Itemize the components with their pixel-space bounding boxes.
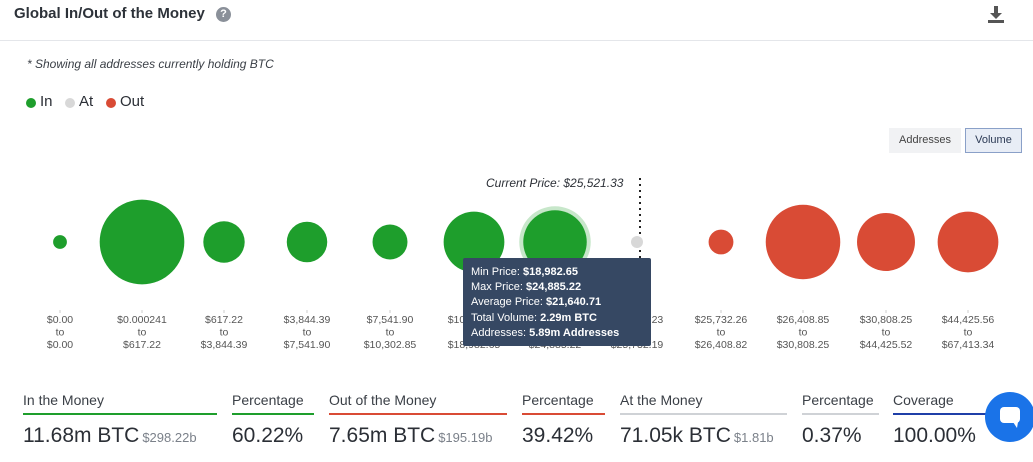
tick-label: $26,408.82 [695, 339, 748, 351]
bubble-in[interactable] [203, 221, 245, 263]
bubble-in[interactable] [372, 224, 408, 260]
stat-label: Out of the Money [329, 392, 507, 415]
tick-label: $0.00 [47, 339, 73, 351]
tick-label-connector: to [303, 327, 312, 339]
tick-label-connector: to [138, 327, 147, 339]
stat-label: Coverage [893, 392, 988, 415]
bubble-out[interactable] [765, 204, 841, 280]
tick-label: $25,732.26 [695, 314, 748, 326]
tick-label: $44,425.52 [860, 339, 913, 351]
tick-label: $30,808.25 [777, 339, 830, 351]
stat-label: Percentage [522, 392, 605, 415]
tick-label-connector: to [964, 327, 973, 339]
page-title: Global In/Out of the Money [14, 5, 205, 22]
tick-label: $44,425.56 [942, 314, 995, 326]
help-icon[interactable]: ? [216, 7, 231, 22]
tick-label: $67,413.34 [942, 339, 995, 351]
stat-coverage: Coverage 100.00% [893, 392, 988, 448]
stat-in-percentage: Percentage 60.22% [232, 392, 314, 448]
tick-label-connector: to [882, 327, 891, 339]
stat-label: Percentage [232, 392, 314, 415]
legend-in-label: In [40, 93, 53, 110]
tick-label: $10,302.85 [364, 339, 417, 351]
tick-label-connector: to [717, 327, 726, 339]
bubble-out[interactable] [857, 213, 915, 271]
addresses-toggle-button[interactable]: Addresses [889, 128, 961, 153]
tick-label: $30,808.25 [860, 314, 913, 326]
bubble-in[interactable] [53, 235, 67, 249]
bubble-out[interactable] [937, 211, 999, 273]
tick-label: $617.22 [205, 314, 243, 326]
tick-label: $617.22 [123, 339, 161, 351]
stat-in-the-money: In the Money 11.68m BTC $298.22b [23, 392, 217, 448]
stat-value: 71.05k BTC $1.81b [620, 424, 774, 447]
tick-label: $3,844.39 [284, 314, 331, 326]
bubble-in[interactable] [286, 221, 328, 263]
stat-at-the-money: At the Money 71.05k BTC $1.81b [620, 392, 787, 448]
stat-label: Percentage [802, 392, 879, 415]
tick-label-connector: to [220, 327, 229, 339]
chat-icon [1000, 407, 1020, 428]
stat-value: 60.22% [232, 424, 304, 447]
tick-label-connector: to [386, 327, 395, 339]
legend-at-dot [65, 98, 75, 108]
legend-out-dot [106, 98, 116, 108]
tick-label: $7,541.90 [284, 339, 331, 351]
current-price-label: Current Price: $25,521.33 [486, 176, 624, 190]
tick-label-connector: to [799, 327, 808, 339]
tooltip-row: Min Price: $18,982.65 [471, 266, 579, 278]
bubble-out[interactable] [708, 229, 734, 255]
widget-header: Global In/Out of the Money ? [0, 0, 1033, 41]
stat-value: 7.65m BTC $195.19b [329, 424, 493, 447]
stat-value: 100.00% [893, 424, 976, 447]
tick-label: $0.000241 [117, 314, 167, 326]
bucket-tooltip: Min Price: $18,982.65 Max Price: $24,885… [463, 258, 651, 346]
tooltip-row: Average Price: $21,640.71 [471, 296, 602, 309]
legend-at-label: At [79, 93, 94, 110]
tooltip-row: Addresses: 5.89m Addresses [471, 326, 620, 339]
bubble-in[interactable] [523, 210, 587, 274]
stat-out-percentage: Percentage 39.42% [522, 392, 605, 448]
tooltip-row: Max Price: $24,885.22 [471, 281, 582, 294]
stat-value: 0.37% [802, 424, 862, 447]
tick-label: $26,408.85 [777, 314, 830, 326]
legend-in-dot [26, 98, 36, 108]
tick-label: $7,541.90 [367, 314, 414, 326]
stat-value: 11.68m BTC $298.22b [23, 424, 197, 447]
bubble-at[interactable] [631, 236, 643, 248]
legend-out-label: Out [120, 93, 145, 110]
stat-label: In the Money [23, 392, 217, 415]
volume-toggle-button[interactable]: Volume [965, 128, 1022, 153]
stat-out-of-the-money: Out of the Money 7.65m BTC $195.19b [329, 392, 507, 448]
chat-widget-button[interactable] [985, 392, 1033, 442]
holding-note: * Showing all addresses currently holdin… [27, 57, 274, 71]
bubble-in[interactable] [99, 199, 185, 285]
bubble-in[interactable] [443, 211, 505, 273]
tick-label-connector: to [56, 327, 65, 339]
tooltip-row: Total Volume: 2.29m BTC [471, 311, 597, 324]
tick-label: $0.00 [47, 314, 73, 326]
tick-label: $3,844.39 [201, 339, 248, 351]
stat-value: 39.42% [522, 424, 594, 447]
download-icon[interactable] [987, 5, 1005, 23]
stat-label: At the Money [620, 392, 787, 415]
stat-at-percentage: Percentage 0.37% [802, 392, 879, 448]
